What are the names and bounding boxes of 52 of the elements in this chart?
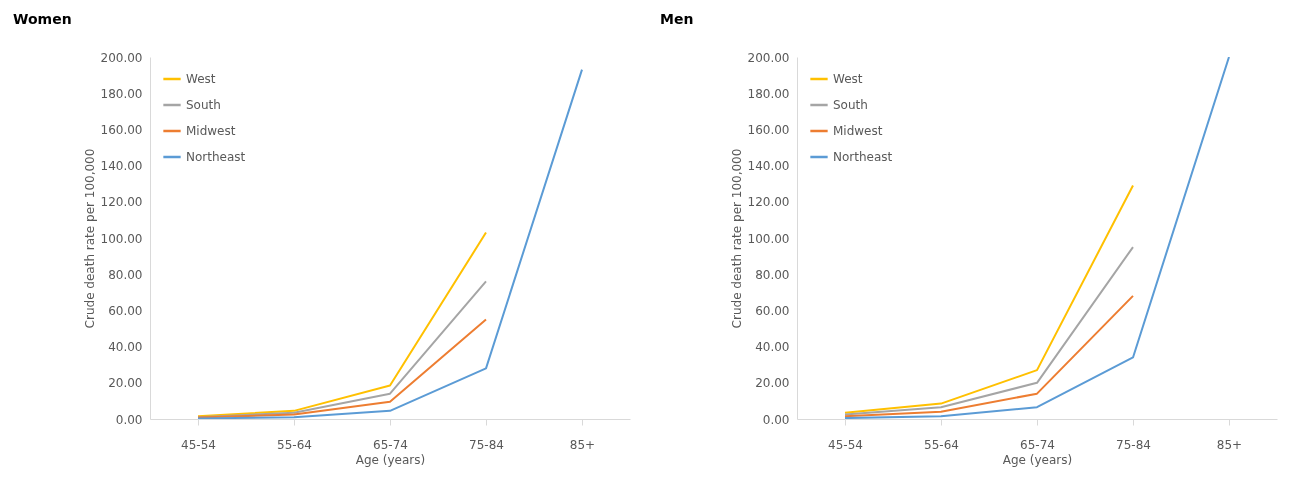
chart-title: Women xyxy=(13,11,72,27)
line-series xyxy=(197,231,487,418)
legend-label: West xyxy=(186,72,216,86)
x-tick-label: 65-74 xyxy=(1020,437,1055,452)
y-tick-label: 120.00 xyxy=(747,195,790,210)
x-tick-label: 55-64 xyxy=(277,437,312,452)
line-series xyxy=(197,280,487,419)
line-series xyxy=(844,294,1134,418)
legend-label: Northeast xyxy=(833,150,893,164)
y-tick-label: 0.00 xyxy=(762,412,790,427)
x-tick-label: 75-84 xyxy=(469,437,504,452)
legend-label: Midwest xyxy=(833,124,883,138)
y-tick-label: 180.00 xyxy=(747,86,790,101)
x-tick-label: 45-54 xyxy=(828,437,863,452)
y-tick-label: 100.00 xyxy=(100,231,143,246)
y-tick-label: 20.00 xyxy=(108,376,143,391)
y-tick-label: 140.00 xyxy=(100,159,143,174)
text: Men xyxy=(660,11,694,27)
x-tick-label: 85+ xyxy=(569,437,596,452)
y-tick-label: 100.00 xyxy=(747,231,790,246)
y-tick-label: 160.00 xyxy=(100,122,143,137)
y-tick-label: 60.00 xyxy=(755,303,790,318)
x-axis-title: Age (years) xyxy=(1002,452,1073,467)
y-tick-label: 0.00 xyxy=(115,412,143,427)
y-tick-label: 200.00 xyxy=(100,50,143,65)
y-tick-label: 80.00 xyxy=(108,267,143,282)
x-axis-title: Age (years) xyxy=(355,452,426,467)
legend-label: Northeast xyxy=(186,150,246,164)
legend-label: Midwest xyxy=(186,124,236,138)
y-tick-label: 80.00 xyxy=(755,267,790,282)
y-tick-label: 160.00 xyxy=(747,122,790,137)
y-tick-label: 60.00 xyxy=(108,303,143,318)
y-tick-label: 20.00 xyxy=(755,376,790,391)
y-tick-label: 40.00 xyxy=(755,340,790,355)
legend-label: West xyxy=(833,72,863,86)
x-tick-label: 45-54 xyxy=(181,437,216,452)
y-tick-label: 180.00 xyxy=(100,86,143,101)
y-tick-label: 40.00 xyxy=(108,340,143,355)
legend-label: South xyxy=(833,98,868,112)
line-series xyxy=(197,318,487,419)
y-tick-label: 140.00 xyxy=(747,159,790,174)
y-tick-label: 120.00 xyxy=(100,195,143,210)
x-tick-label: 65-74 xyxy=(373,437,408,452)
legend-label: South xyxy=(186,98,221,112)
y-tick-label: 200.00 xyxy=(747,50,790,65)
line-series xyxy=(844,246,1134,416)
y-axis-title: Crude death rate per 100,000 xyxy=(729,148,744,329)
x-tick-label: 75-84 xyxy=(1116,437,1151,452)
x-tick-label: 55-64 xyxy=(924,437,959,452)
y-axis-title: Crude death rate per 100,000 xyxy=(82,148,97,329)
line-series xyxy=(844,184,1134,414)
x-tick-label: 85+ xyxy=(1216,437,1243,452)
